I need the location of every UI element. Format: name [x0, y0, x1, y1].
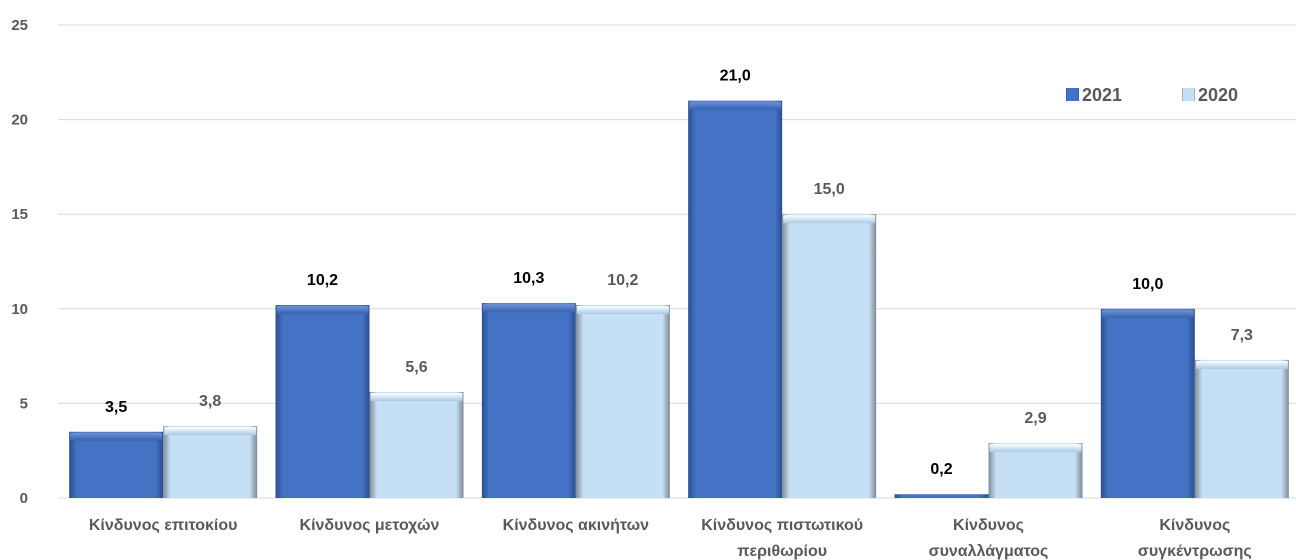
bar-2020-3: [782, 214, 877, 498]
bar-bevel: [370, 393, 463, 402]
bar-bevel: [783, 215, 876, 224]
bars: [69, 100, 1289, 499]
data-label-2020-5: 7,3: [1231, 327, 1253, 344]
category-label: Κίνδυνος μετοχών: [300, 517, 440, 534]
bar-2021-2: [481, 303, 576, 498]
bar-2020-2: [575, 305, 670, 498]
bar-bevel: [989, 444, 1082, 453]
category-label: Κίνδυνος: [953, 517, 1024, 534]
data-label-2020-3: 15,0: [814, 181, 845, 198]
bar-2021-1: [275, 305, 370, 498]
category-label: Κίνδυνος: [1159, 517, 1230, 534]
data-label-2021-2: 10,3: [513, 270, 544, 287]
bar-bevel: [689, 101, 782, 110]
legend-label-2020: 2020: [1198, 85, 1238, 105]
y-tick-label: 10: [11, 301, 28, 318]
bar-2021-5: [1100, 308, 1195, 498]
bar-2021-4: [894, 494, 989, 498]
data-label-2020-0: 3,8: [199, 393, 221, 410]
data-label-2021-5: 10,0: [1132, 276, 1163, 293]
legend-swatch-2020: [1182, 88, 1195, 101]
bar-2021-0: [69, 431, 164, 498]
data-label-2020-1: 5,6: [405, 359, 427, 376]
bar-bevel: [1101, 309, 1194, 318]
bar-2020-5: [1194, 359, 1289, 498]
category-label: περιθωρίου: [737, 543, 827, 560]
y-tick-label: 15: [11, 206, 28, 223]
legend-swatch-2021: [1066, 88, 1079, 101]
y-axis-ticks: 0 5 10 15 20 25: [11, 17, 28, 507]
y-tick-label: 0: [20, 490, 28, 507]
category-label: Κίνδυνος πιστωτικού: [701, 517, 863, 534]
y-tick-label: 25: [11, 17, 28, 34]
bar-bevel: [70, 432, 163, 441]
bar-2020-1: [369, 392, 464, 498]
bar-bevel: [164, 427, 257, 436]
y-tick-label: 20: [11, 112, 28, 129]
bar-bevel: [482, 304, 575, 313]
bar-bevel: [276, 306, 369, 315]
legend-label-2021: 2021: [1082, 85, 1122, 105]
y-tick-label: 5: [20, 395, 28, 412]
data-label-2021-4: 0,2: [930, 461, 952, 478]
data-labels: 3,5 3,8 10,2 5,6 10,3 10,2 21,0 15,0 0,2 2,9 10,0 7…: [105, 68, 1253, 479]
data-label-2020-2: 10,2: [607, 272, 638, 289]
category-label: Κίνδυνος ακινήτων: [503, 517, 649, 534]
bar-2020-4: [988, 443, 1083, 498]
data-label-2021-1: 10,2: [307, 272, 338, 289]
category-label: συναλλάγματος: [929, 543, 1049, 560]
category-label: συγκέντρωσης: [1138, 543, 1252, 560]
category-label: Κίνδυνος επιτοκίου: [89, 517, 238, 534]
bar-bevel: [1195, 360, 1288, 369]
gridlines: [58, 24, 1296, 499]
data-label-2021-0: 3,5: [105, 399, 127, 416]
bar-2020-0: [163, 426, 258, 498]
data-label-2020-4: 2,9: [1024, 410, 1046, 427]
data-label-2021-3: 21,0: [720, 68, 751, 85]
bar-2021-3: [688, 100, 783, 499]
legend: 2021 2020: [1066, 85, 1238, 105]
bar-bevel: [576, 306, 669, 315]
x-axis-categories: Κίνδυνος επιτοκίου Κίνδυνος μετοχών Κίνδυν…: [89, 517, 1252, 560]
